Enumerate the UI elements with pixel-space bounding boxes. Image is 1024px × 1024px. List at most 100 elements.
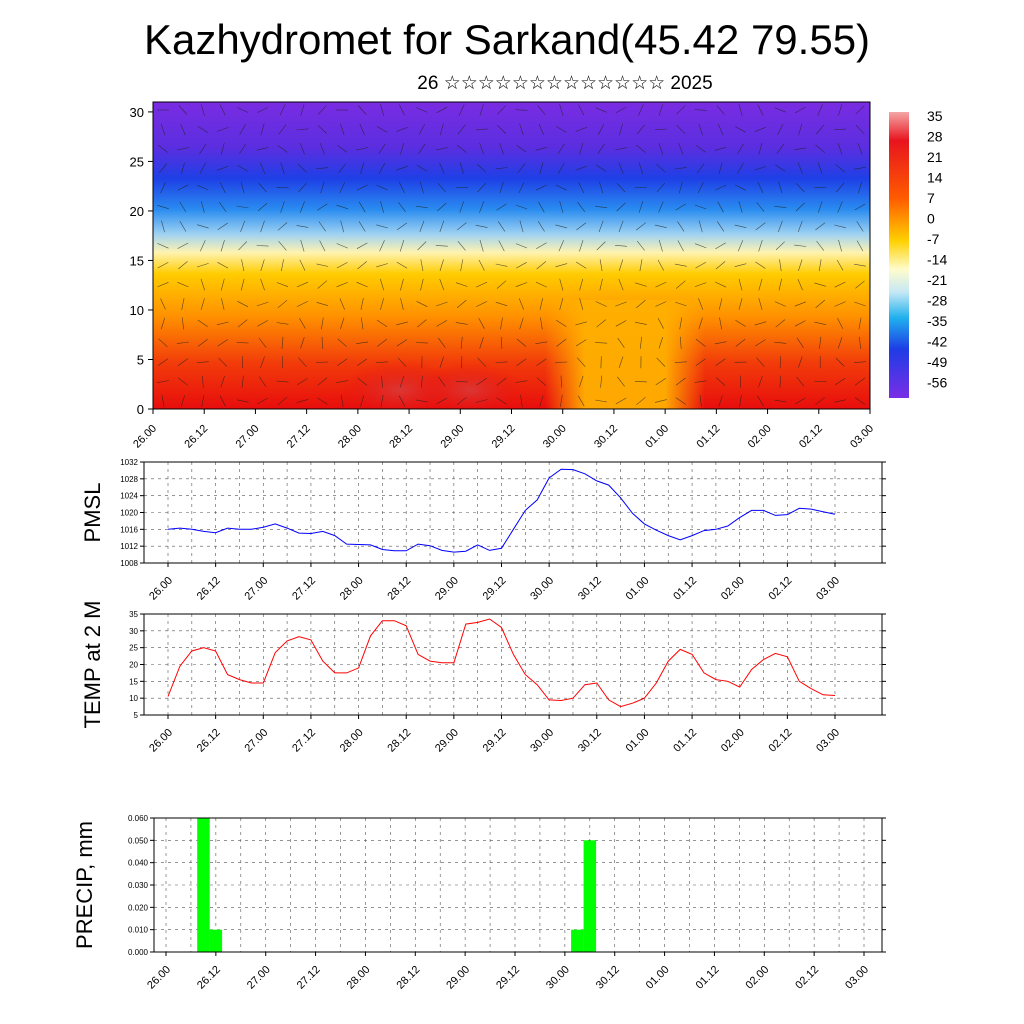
wind-vector bbox=[459, 162, 464, 174]
wind-vector bbox=[858, 181, 862, 194]
y-tick-label: 1032 bbox=[120, 458, 138, 467]
wind-vector bbox=[758, 298, 763, 310]
wind-vector bbox=[656, 182, 666, 193]
wind-vector bbox=[794, 397, 806, 405]
y-tick-label: 5 bbox=[134, 711, 139, 720]
wind-vector bbox=[535, 147, 548, 151]
wind-vector bbox=[495, 301, 508, 307]
wind-vector bbox=[854, 166, 866, 170]
wind-vector bbox=[157, 282, 169, 288]
wind-vector bbox=[834, 378, 846, 386]
wind-vector bbox=[200, 240, 206, 252]
wind-vector bbox=[321, 317, 324, 330]
wind-vector bbox=[658, 143, 664, 155]
wind-vector bbox=[516, 145, 527, 153]
wind-vector bbox=[220, 240, 225, 252]
wind-vector bbox=[419, 220, 425, 233]
wind-vector bbox=[397, 357, 407, 367]
wind-vector bbox=[737, 162, 744, 174]
wind-vector bbox=[479, 143, 484, 155]
wind-vector bbox=[158, 338, 168, 348]
wind-vector bbox=[400, 298, 404, 310]
wind-vector bbox=[579, 142, 584, 155]
wind-vector bbox=[715, 242, 726, 250]
wind-vector bbox=[579, 278, 584, 291]
wind-vector bbox=[618, 259, 624, 271]
wind-vector bbox=[358, 221, 366, 232]
wind-vector bbox=[359, 123, 365, 136]
colorbar-label: -28 bbox=[927, 293, 947, 309]
colorbar-label: -42 bbox=[927, 334, 947, 350]
heatmap-cool-band bbox=[545, 300, 705, 409]
wind-vector bbox=[380, 298, 384, 310]
wind-vector bbox=[694, 380, 707, 383]
wind-vector bbox=[735, 126, 746, 133]
x-tick-label: 30.00 bbox=[544, 964, 572, 992]
wind-vector bbox=[617, 337, 625, 348]
y-tick-label: 0.010 bbox=[128, 926, 149, 935]
wind-vector bbox=[694, 109, 707, 111]
y-axis-label: PRECIP, mm bbox=[72, 821, 97, 949]
x-tick-label: 26.12 bbox=[195, 727, 223, 755]
wind-vector bbox=[634, 381, 647, 383]
wind-vector bbox=[538, 123, 544, 136]
x-tick-label: 02.00 bbox=[743, 964, 771, 992]
wind-vector bbox=[557, 143, 565, 155]
wind-vector bbox=[616, 182, 626, 193]
wind-vector bbox=[556, 338, 567, 347]
x-tick-label: 26.12 bbox=[195, 964, 223, 992]
y-tick-label: 0.020 bbox=[128, 903, 149, 912]
wind-vector bbox=[420, 259, 424, 272]
wind-vector bbox=[615, 320, 627, 327]
wind-vector bbox=[180, 395, 185, 407]
wind-vector bbox=[794, 320, 806, 327]
wind-vector bbox=[718, 298, 723, 310]
wind-vector bbox=[834, 301, 846, 307]
wind-vector bbox=[535, 281, 547, 288]
wind-vector bbox=[177, 282, 189, 288]
heatmap-y-tick-label: 25 bbox=[130, 154, 144, 169]
wind-vector bbox=[439, 220, 445, 233]
wind-vector bbox=[738, 104, 743, 116]
wind-vector bbox=[676, 280, 686, 289]
wind-vector bbox=[360, 395, 365, 407]
colorbar-label: 7 bbox=[927, 190, 935, 206]
wind-vector bbox=[718, 395, 723, 407]
wind-vector bbox=[575, 166, 587, 171]
wind-vector bbox=[380, 104, 385, 116]
wind-vector bbox=[618, 162, 624, 174]
wind-vector bbox=[158, 144, 168, 153]
wind-vector bbox=[280, 201, 285, 213]
wind-vector bbox=[815, 222, 826, 231]
x-tick-label: 02.12 bbox=[793, 964, 821, 992]
wind-vector bbox=[595, 301, 607, 307]
wind-vector bbox=[636, 396, 646, 406]
wind-vector bbox=[241, 375, 244, 388]
y-tick-label: 0.060 bbox=[128, 814, 149, 823]
wind-vector bbox=[577, 395, 585, 407]
wind-vector bbox=[575, 321, 588, 326]
wind-vector bbox=[817, 104, 823, 116]
wind-vector bbox=[636, 299, 646, 309]
wind-vector bbox=[698, 123, 703, 136]
wind-vector bbox=[296, 281, 309, 288]
heatmap-x-tick-label: 30.12 bbox=[592, 423, 620, 451]
wind-vector bbox=[415, 205, 428, 209]
x-tick-label: 27.00 bbox=[242, 727, 270, 755]
wind-vector bbox=[217, 339, 228, 347]
y-tick-label: 0.050 bbox=[128, 836, 149, 845]
wind-vector bbox=[399, 375, 405, 388]
wind-vector bbox=[197, 263, 209, 268]
wind-vector bbox=[256, 245, 269, 247]
wind-vector bbox=[559, 201, 564, 213]
wind-vector bbox=[678, 181, 683, 194]
wind-vector bbox=[758, 240, 763, 252]
chart-title: Kazhydromet for Sarkand(45.42 79.55) bbox=[143, 16, 871, 63]
wind-vector bbox=[715, 281, 727, 288]
wind-vector bbox=[599, 259, 603, 272]
wind-vector bbox=[777, 123, 784, 135]
x-tick-label: 29.00 bbox=[433, 727, 461, 755]
wind-vector bbox=[519, 220, 524, 233]
wind-vector bbox=[276, 380, 289, 383]
wind-vector bbox=[479, 337, 484, 349]
